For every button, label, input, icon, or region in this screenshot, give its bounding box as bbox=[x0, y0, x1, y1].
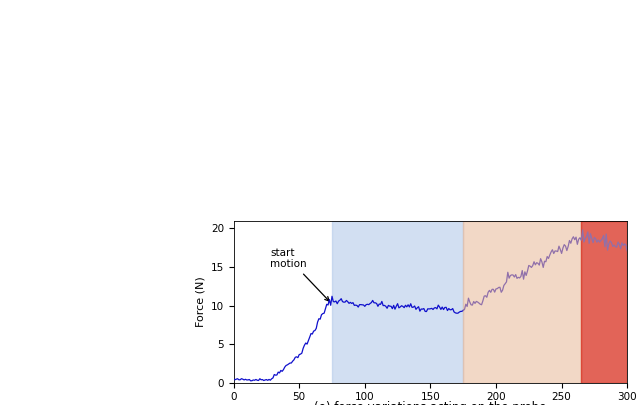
Bar bbox=[332, 221, 463, 383]
Text: start
motion: start motion bbox=[270, 248, 329, 301]
Y-axis label: Force (N): Force (N) bbox=[195, 276, 205, 327]
Bar bbox=[234, 221, 332, 383]
Bar bbox=[463, 221, 581, 383]
Bar bbox=[581, 221, 627, 383]
Text: (e) force variations acting on the probe: (e) force variations acting on the probe bbox=[314, 401, 547, 405]
